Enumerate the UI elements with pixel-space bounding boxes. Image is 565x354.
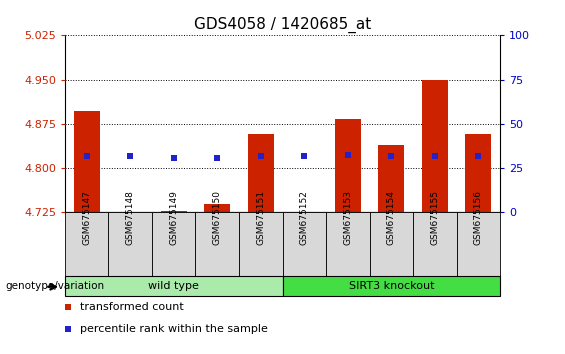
Text: transformed count: transformed count <box>80 302 184 312</box>
Bar <box>65 212 108 278</box>
Text: GSM675155: GSM675155 <box>431 190 439 245</box>
Bar <box>239 212 282 278</box>
Title: GDS4058 / 1420685_at: GDS4058 / 1420685_at <box>194 16 371 33</box>
Text: GSM675147: GSM675147 <box>82 190 91 245</box>
Bar <box>160 211 187 212</box>
Bar <box>465 134 492 212</box>
Text: wild type: wild type <box>148 281 199 291</box>
Bar <box>334 119 361 212</box>
Bar <box>204 204 231 212</box>
Text: GSM675148: GSM675148 <box>126 190 134 245</box>
Bar <box>195 212 239 278</box>
Bar <box>282 276 500 296</box>
Bar <box>326 212 370 278</box>
Text: GSM675150: GSM675150 <box>213 190 221 245</box>
Bar <box>108 212 152 278</box>
Text: GSM675154: GSM675154 <box>387 190 396 245</box>
Bar <box>378 144 405 212</box>
Text: GSM675151: GSM675151 <box>257 190 265 245</box>
Text: GSM675156: GSM675156 <box>474 190 483 245</box>
Text: percentile rank within the sample: percentile rank within the sample <box>80 324 268 334</box>
Bar <box>65 276 282 296</box>
Bar <box>73 111 100 212</box>
Bar <box>247 134 274 212</box>
Bar <box>282 212 326 278</box>
Bar <box>457 212 500 278</box>
Bar <box>152 212 195 278</box>
Bar <box>370 212 413 278</box>
Bar <box>421 80 448 212</box>
Text: SIRT3 knockout: SIRT3 knockout <box>349 281 434 291</box>
Bar <box>413 212 457 278</box>
Text: GSM675153: GSM675153 <box>344 190 352 245</box>
Text: GSM675152: GSM675152 <box>300 190 308 245</box>
Text: GSM675149: GSM675149 <box>170 190 178 245</box>
Text: genotype/variation: genotype/variation <box>6 281 105 291</box>
